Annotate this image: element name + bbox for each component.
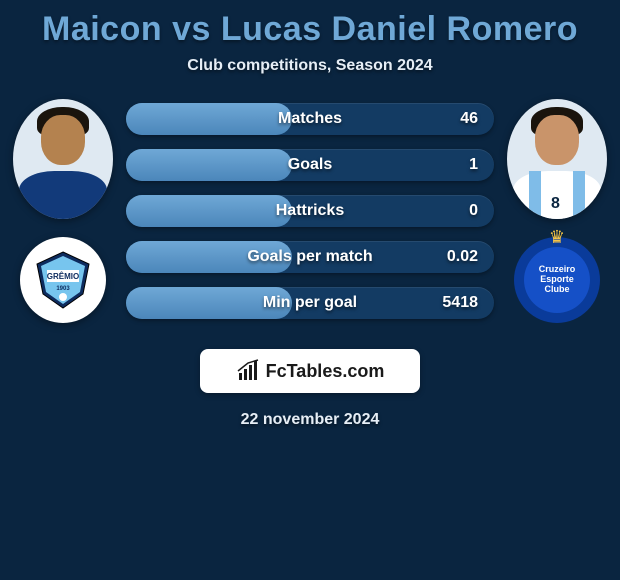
stat-value: 1 [469,156,478,174]
club-right-badge: ♛ Cruzeiro Esporte Clube [514,237,600,323]
stats-column: Matches 46 Goals 1 Hattricks 0 Goals per… [118,99,502,323]
gremio-shield-icon: GRÊMIO 1903 [33,250,93,310]
avatar-head [535,115,579,165]
stat-fill [126,195,292,227]
watermark-text: FcTables.com [266,361,385,382]
content-row: GRÊMIO 1903 Matches 46 Goals 1 Hatt [0,99,620,323]
stat-label: Matches [278,110,342,128]
stat-value: 5418 [442,294,478,312]
avatar-head [41,115,85,165]
stat-value: 0 [469,202,478,220]
crown-icon: ♛ [549,227,565,248]
player-right-avatar: 8 [507,99,607,219]
watermark-badge: FcTables.com [200,349,420,393]
stat-value: 46 [460,110,478,128]
avatar-body [19,171,107,219]
stat-value: 0.02 [447,248,478,266]
stat-row: Goals per match 0.02 [126,241,494,273]
stat-row: Hattricks 0 [126,195,494,227]
stat-row: Min per goal 5418 [126,287,494,319]
right-side: 8 ♛ Cruzeiro Esporte Clube [502,99,612,323]
stat-label: Min per goal [263,294,357,312]
stat-fill [126,103,292,135]
cruzeiro-text: Cruzeiro Esporte Clube [524,247,590,313]
subtitle: Club competitions, Season 2024 [187,57,432,75]
gremio-year: 1903 [56,286,70,292]
jersey-stripe [529,171,541,219]
player-left-avatar [13,99,113,219]
date-label: 22 november 2024 [241,411,380,429]
page-title: Maicon vs Lucas Daniel Romero [42,10,578,49]
bar-chart-icon [236,359,260,383]
jersey-stripe [573,171,585,219]
stat-row: Matches 46 [126,103,494,135]
comparison-card: Maicon vs Lucas Daniel Romero Club compe… [0,0,620,429]
stat-fill [126,149,292,181]
stat-label: Goals [288,156,332,174]
club-left-badge: GRÊMIO 1903 [20,237,106,323]
left-side: GRÊMIO 1903 [8,99,118,323]
stat-label: Goals per match [247,248,372,266]
stat-row: Goals 1 [126,149,494,181]
stat-label: Hattricks [276,202,344,220]
jersey-number: 8 [551,195,560,213]
gremio-text: GRÊMIO [47,272,79,281]
